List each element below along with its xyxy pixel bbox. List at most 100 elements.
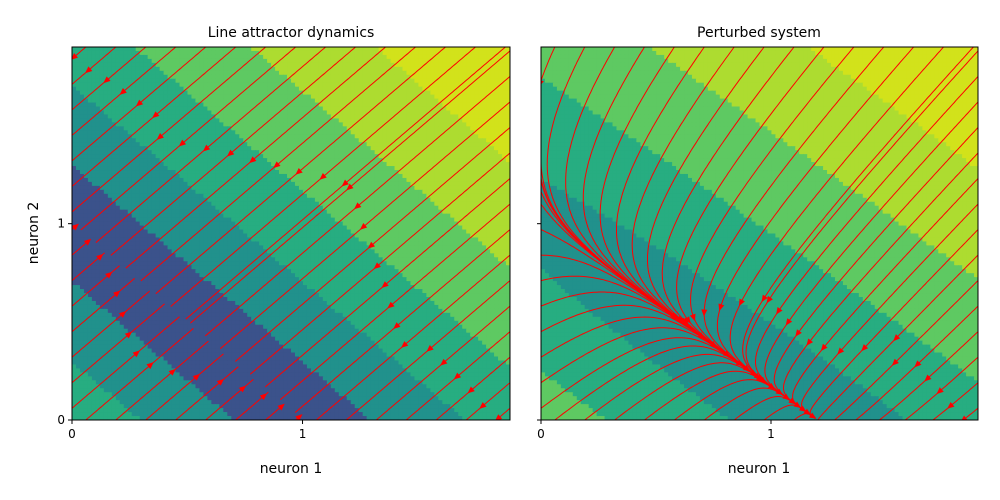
stream-arrow-27 bbox=[466, 421, 473, 428]
streamline-58 bbox=[541, 50, 542, 53]
stream-arrow-17 bbox=[312, 424, 319, 431]
stream-arrow-28 bbox=[341, 179, 349, 187]
stream-arrow-11 bbox=[259, 393, 268, 401]
stream-arrow-55 bbox=[359, 222, 368, 230]
stream-arrow-34 bbox=[118, 310, 127, 318]
streamline-54 bbox=[72, 102, 73, 103]
stream-arrow-56 bbox=[532, 94, 538, 102]
streamline-59 bbox=[745, 50, 978, 419]
streamline-19 bbox=[354, 419, 356, 420]
streamline-48 bbox=[72, 178, 73, 180]
stream-arrow-31 bbox=[495, 414, 503, 420]
stream-arrow-57 bbox=[354, 202, 362, 210]
streamline-46 bbox=[72, 204, 73, 205]
stream-arrow-24 bbox=[718, 303, 725, 312]
streamline-52 bbox=[72, 127, 73, 129]
streamline-41 bbox=[345, 280, 510, 420]
stream-arrow-16 bbox=[681, 317, 689, 325]
stream-arrow-35 bbox=[467, 386, 475, 394]
x-axis-label: neuron 1 bbox=[260, 461, 323, 477]
stream-arrow-43 bbox=[893, 334, 901, 342]
stream-arrow-42 bbox=[83, 238, 92, 246]
streamline-17 bbox=[324, 419, 326, 420]
axis-ticks: 0 1 0 1 bbox=[57, 217, 306, 441]
stream-arrow-1 bbox=[146, 362, 154, 369]
stream-arrow-52 bbox=[63, 129, 70, 136]
streamline-53 bbox=[234, 127, 510, 362]
stream-arrow-58 bbox=[63, 52, 70, 59]
streamline-56 bbox=[72, 76, 73, 78]
stream-arrow-37 bbox=[924, 374, 932, 382]
streamline-39 bbox=[375, 305, 510, 420]
x-axis-label: neuron 1 bbox=[728, 461, 791, 477]
streamline-30 bbox=[72, 316, 180, 409]
stream-arrow-2 bbox=[85, 66, 93, 74]
stream-arrow-12 bbox=[156, 133, 164, 140]
stream-arrow-54 bbox=[63, 103, 70, 110]
stream-arrow-50 bbox=[63, 154, 70, 161]
stream-arrow-44 bbox=[72, 223, 79, 231]
streamline-50 bbox=[72, 153, 73, 154]
streamline-10 bbox=[72, 47, 237, 188]
y-tick-label: 1 bbox=[57, 217, 65, 231]
stream-arrow-26 bbox=[319, 172, 327, 180]
stream-arrow-21 bbox=[376, 421, 383, 428]
stream-arrow-25 bbox=[902, 422, 909, 429]
stream-arrow-54 bbox=[697, 332, 706, 339]
stream-arrow-41 bbox=[891, 358, 899, 366]
x-tick-label: 0 bbox=[68, 427, 76, 441]
stream-arrow-51 bbox=[373, 262, 381, 270]
streamline-29 bbox=[972, 419, 974, 420]
stream-arrow-21 bbox=[840, 424, 847, 430]
speed-contour-background bbox=[541, 47, 978, 420]
stream-arrow-39 bbox=[440, 358, 448, 366]
streamline-59 bbox=[190, 50, 510, 324]
streamline-34 bbox=[72, 290, 150, 358]
stream-arrow-48 bbox=[63, 180, 70, 187]
stream-arrow-29 bbox=[496, 421, 503, 428]
stream-arrow-14 bbox=[178, 139, 187, 147]
stream-arrow-24 bbox=[295, 167, 303, 175]
streamline-47 bbox=[279, 203, 510, 401]
streamline-18 bbox=[110, 47, 356, 256]
stream-arrow-22 bbox=[273, 161, 281, 169]
stream-arrow-4 bbox=[103, 76, 111, 84]
stream-arrow-18 bbox=[684, 316, 691, 324]
stream-arrow-32 bbox=[124, 331, 133, 339]
stream-arrow-16 bbox=[202, 144, 211, 152]
stream-arrow-28 bbox=[761, 294, 768, 303]
stream-arrow-53 bbox=[367, 241, 376, 249]
stream-arrow-7 bbox=[216, 378, 225, 386]
streamline-37 bbox=[878, 331, 978, 420]
streamline-24 bbox=[155, 47, 446, 295]
streamline-57 bbox=[204, 76, 510, 337]
stream-arrow-59 bbox=[346, 183, 354, 191]
y-tick-label: 0 bbox=[57, 413, 65, 427]
streamline-16 bbox=[95, 47, 326, 243]
streamline-37 bbox=[405, 331, 510, 420]
stream-arrow-5 bbox=[192, 373, 200, 381]
y-axis-label: neuron 2 bbox=[26, 202, 42, 265]
streamline-56 bbox=[541, 76, 542, 78]
stream-arrow-58 bbox=[533, 63, 539, 71]
streamline-29 bbox=[504, 419, 506, 420]
panel-title: Perturbed system bbox=[697, 25, 821, 41]
panel-line-attractor: Line attractor dynamics 0 1 0 1 neuron 1 ne… bbox=[26, 25, 511, 477]
x-tick-label: 1 bbox=[299, 427, 307, 441]
stream-arrow-38 bbox=[105, 271, 113, 279]
stream-arrow-57 bbox=[776, 307, 783, 315]
stream-arrow-0 bbox=[72, 53, 78, 60]
stream-arrow-25 bbox=[436, 421, 443, 428]
stream-arrow-15 bbox=[295, 414, 303, 420]
stream-arrow-29 bbox=[962, 422, 969, 429]
streamline-58 bbox=[72, 50, 73, 52]
stream-arrow-33 bbox=[947, 401, 955, 409]
streamline-21 bbox=[384, 419, 386, 420]
streamline-27 bbox=[942, 419, 944, 420]
streamline-55 bbox=[219, 101, 510, 350]
streamline-27 bbox=[474, 419, 476, 420]
streamline-26 bbox=[170, 47, 476, 307]
stream-arrow-59 bbox=[766, 295, 773, 304]
